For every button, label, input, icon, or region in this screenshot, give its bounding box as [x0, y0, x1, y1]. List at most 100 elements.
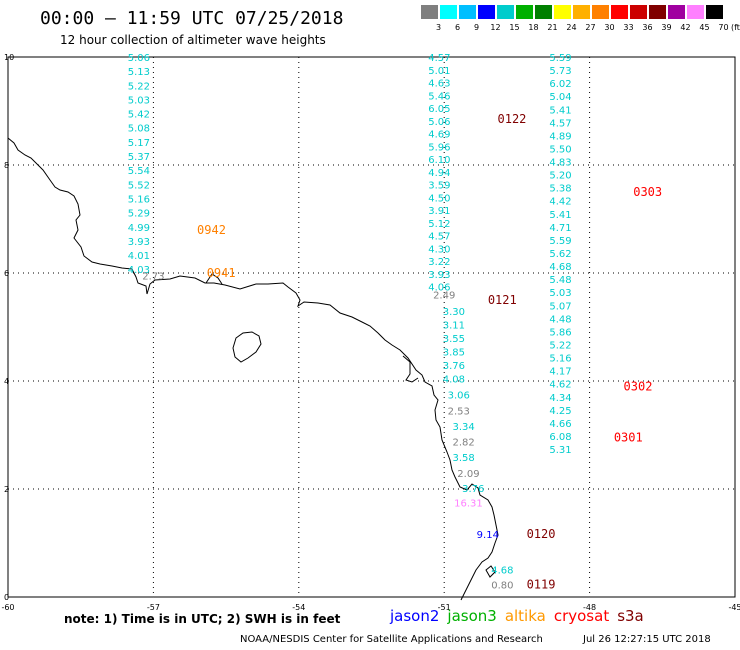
wave-height-value: 4.69 — [428, 130, 450, 141]
colorbar-label: 42 — [680, 23, 691, 32]
wave-height-value: 3.93 — [428, 270, 450, 281]
colorbar-swatch — [668, 5, 685, 19]
wave-height-value: 4.66 — [549, 419, 571, 430]
coastline — [7, 137, 499, 601]
legend-item-jason3: jason3 — [447, 607, 497, 625]
wave-height-value: 3.85 — [443, 347, 465, 358]
wave-height-value: 4.50 — [428, 193, 450, 204]
colorbar-label: 21 — [547, 23, 558, 32]
wave-height-value: 5.22 — [128, 81, 150, 92]
wave-height-value: 3.11 — [443, 320, 465, 331]
colorbar-unit: (ft) — [730, 23, 740, 32]
wave-height-value: 5.22 — [549, 340, 571, 351]
wave-height-value: 4.63 — [428, 79, 450, 90]
wave-height-value: 5.07 — [549, 301, 571, 312]
wave-height-value: 5.04 — [549, 92, 571, 103]
wave-height-value: 9.14 — [477, 530, 499, 541]
map-title: 00:00 – 11:59 UTC 07/25/2018 — [40, 8, 344, 29]
lat-tick-label: 8 — [4, 161, 9, 170]
colorbar-swatch — [497, 5, 514, 19]
lon-tick-label: -54 — [292, 603, 305, 612]
coastline-bay-b — [402, 355, 419, 383]
wave-height-value: 5.59 — [549, 236, 571, 247]
wave-height-value: 4.71 — [549, 223, 571, 234]
wave-height-value: 3.55 — [443, 334, 465, 345]
colorbar-label: 12 — [490, 23, 501, 32]
wave-height-value: 3.30 — [443, 307, 465, 318]
wave-height-value: 3.76 — [462, 484, 484, 495]
wave-height-value: 5.17 — [128, 138, 150, 149]
legend-item-s3a: s3a — [617, 607, 644, 625]
colorbar-swatch — [687, 5, 704, 19]
wave-height-value: 16.31 — [454, 499, 483, 510]
colorbar-label: 36 — [642, 23, 653, 32]
wave-height-value: 5.16 — [128, 194, 150, 205]
wave-height-value: 3.93 — [128, 237, 150, 248]
wave-height-value: 3.34 — [452, 422, 474, 433]
footer-note: note: 1) Time is in UTC; 2) SWH is in fe… — [64, 612, 341, 626]
wave-height-value: 3.22 — [428, 257, 450, 268]
wave-height-value: 4.83 — [549, 158, 571, 169]
colorbar-swatch — [630, 5, 647, 19]
timestamp-text: Jul 26 12:27:15 UTC 2018 — [583, 634, 711, 645]
wave-height-value: 4.57 — [428, 53, 450, 64]
colorbar-swatch — [573, 5, 590, 19]
colorbar-swatch — [611, 5, 628, 19]
wave-height-value: 3.76 — [443, 361, 465, 372]
wave-height-value: 5.73 — [549, 66, 571, 77]
pass-time-label: 0119 — [527, 578, 556, 592]
wave-height-value: 5.62 — [549, 249, 571, 260]
wave-height-value: 5.86 — [549, 327, 571, 338]
colorbar-label: 27 — [585, 23, 596, 32]
colorbar-swatch — [478, 5, 495, 19]
wave-height-value: 4.25 — [549, 406, 571, 417]
colorbar-label: 18 — [528, 23, 539, 32]
coastline-bay-a — [205, 273, 223, 285]
map-grid: 10 8 6 4 2 0-60 -57 -54 -51 -48 -45 — [1, 53, 740, 612]
satellite-legend: jason2 jason3 altika cryosat s3a — [390, 607, 652, 625]
legend-item-jason2: jason2 — [390, 607, 440, 625]
wave-height-value: 5.06 — [428, 117, 450, 128]
wave-height-value: 4.42 — [549, 197, 571, 208]
wave-height-value: 5.08 — [128, 124, 150, 135]
wave-height-value: 5.37 — [128, 152, 150, 163]
wave-height-value: 4.34 — [549, 393, 571, 404]
colorbar-label: 33 — [623, 23, 634, 32]
pass-time-label: 0120 — [527, 527, 556, 541]
wave-height-value: 5.06 — [128, 53, 150, 64]
lat-tick-label: 10 — [4, 53, 14, 62]
colorbar-label: 70 — [718, 23, 729, 32]
colorbar-swatch — [535, 5, 552, 19]
wave-height-value: 5.41 — [549, 105, 571, 116]
wave-height-value: 5.03 — [549, 288, 571, 299]
wave-height-value: 6.05 — [428, 104, 450, 115]
wave-height-value: 4.62 — [549, 380, 571, 391]
colorbar-swatch — [516, 5, 533, 19]
wave-height-value: 6.08 — [549, 432, 571, 443]
pass-time-label: 0303 — [633, 185, 662, 199]
wave-height-value: 3.59 — [428, 181, 450, 192]
wave-height-value: 4.01 — [128, 251, 150, 262]
wave-height-value: 5.46 — [428, 91, 450, 102]
pass-time-label: 0941 — [207, 266, 236, 280]
wave-height-value: 5.42 — [128, 110, 150, 121]
wave-height-value: 4.48 — [549, 314, 571, 325]
colorbar-label: 3 — [435, 23, 442, 32]
colorbar-label: 30 — [604, 23, 615, 32]
wave-height-value: 4.06 — [428, 283, 450, 294]
wave-height-value: 2.73 — [142, 272, 164, 283]
wave-height-value: 4.89 — [549, 131, 571, 142]
wave-height-value: 4.30 — [428, 244, 450, 255]
pass-time-label: 0942 — [197, 223, 226, 237]
wave-height-value: 4.94 — [428, 168, 450, 179]
lon-tick-label: -57 — [147, 603, 160, 612]
legend-item-cryosat: cryosat — [553, 607, 610, 625]
wave-height-value: 5.29 — [128, 209, 150, 220]
wave-height-value: 5.12 — [428, 219, 450, 230]
pass-time-label: 0301 — [614, 431, 643, 445]
lon-tick-label: -60 — [1, 603, 14, 612]
pass-time-label: 0121 — [488, 293, 517, 307]
wave-height-value: 4.68 — [549, 262, 571, 273]
island — [232, 331, 262, 363]
lat-tick-label: 0 — [4, 593, 9, 602]
